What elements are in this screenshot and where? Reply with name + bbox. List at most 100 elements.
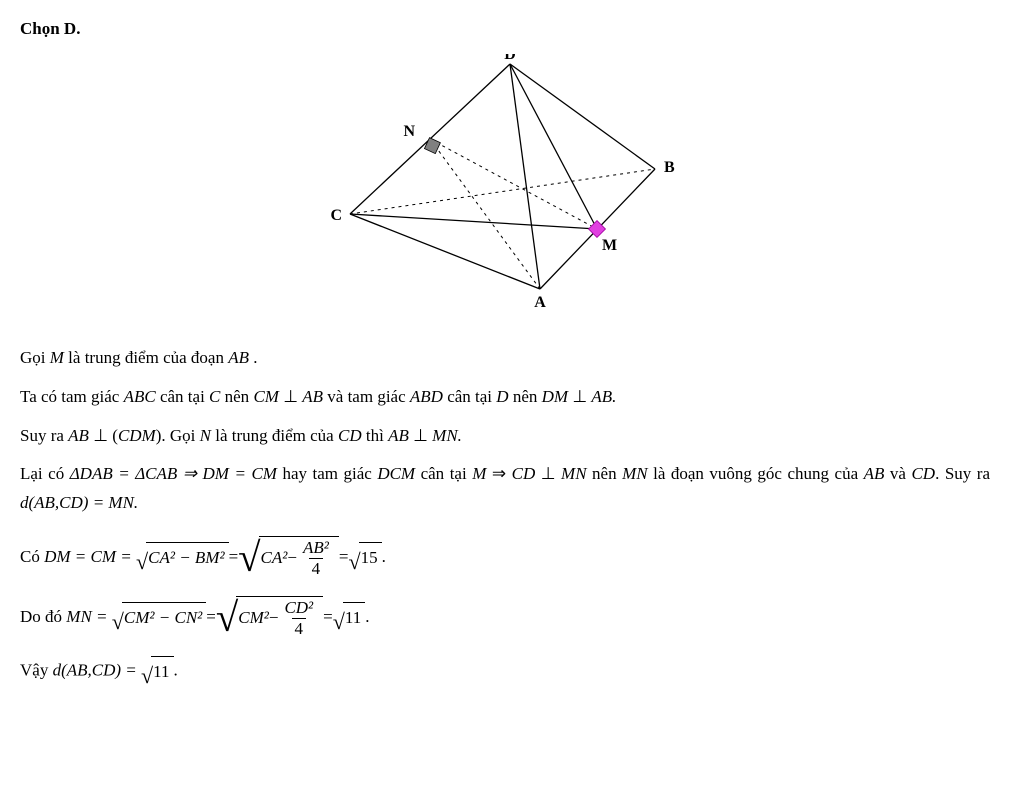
lhs: MN = — [66, 603, 107, 632]
radicand: CM² − CN² — [124, 604, 202, 633]
perp: ⊥ — [279, 387, 302, 406]
var: MN — [561, 464, 587, 483]
var: MN. — [432, 426, 462, 445]
var: CD — [911, 464, 935, 483]
result: 15 — [361, 544, 378, 573]
sqrt-3: √ 11 — [333, 602, 366, 633]
var: M — [472, 464, 486, 483]
text: Gọi — [20, 348, 50, 367]
text: là trung điểm của đoạn — [64, 348, 228, 367]
perp: ⊥ — [535, 464, 561, 483]
dot: . — [365, 603, 369, 632]
var: CDM — [118, 426, 156, 445]
text: Lại có — [20, 464, 70, 483]
minus: − — [269, 604, 279, 633]
fraction: AB² 4 — [300, 538, 332, 578]
text: Có — [20, 543, 40, 572]
var: MN — [622, 464, 648, 483]
var: CM — [253, 387, 279, 406]
var: d — [53, 661, 62, 680]
var: AB — [302, 387, 323, 406]
sqrt-1: √ CM² − CN² — [112, 602, 206, 633]
text: là đoạn vuông góc chung của — [648, 464, 864, 483]
eq: = — [339, 543, 349, 572]
text: . — [249, 348, 258, 367]
equation-mn: Do đó MN = √ CM² − CN² = √ CM² − CD² 4 =… — [20, 596, 990, 638]
var: d — [20, 493, 29, 512]
para-conclusion: Vậy d(AB,CD) = √ 11 . — [20, 656, 990, 687]
para-1: Gọi M là trung điểm của đoạn AB . — [20, 344, 990, 373]
var: ABC — [124, 387, 156, 406]
sqrt-2: √ CA² − AB² 4 — [238, 536, 339, 578]
text: Gọi — [170, 426, 200, 445]
text: nên — [587, 464, 623, 483]
arr: ⇒ — [486, 464, 511, 483]
para-2: Ta có tam giác ABC cân tại C nên CM ⊥ AB… — [20, 383, 990, 412]
text: hay tam giác — [277, 464, 377, 483]
var-ab: AB — [228, 348, 249, 367]
lhs: DM = CM = — [44, 543, 132, 572]
para-3: Suy ra AB ⊥ (CDM). Gọi N là trung điểm c… — [20, 422, 990, 451]
text: nên — [509, 387, 542, 406]
var: AB — [388, 426, 409, 445]
dot: . — [174, 661, 178, 680]
denominator: 4 — [292, 618, 307, 639]
result: 11 — [153, 658, 169, 687]
text: Suy ra — [20, 426, 68, 445]
text: Do đó — [20, 603, 62, 632]
text: Vậy — [20, 661, 53, 680]
eq: = — [206, 603, 216, 632]
perp: ⊥ ( — [89, 426, 118, 445]
text: ). — [156, 426, 170, 445]
label-a: A — [534, 294, 546, 311]
text: cân tại — [443, 387, 496, 406]
text: Ta có tam giác — [20, 387, 124, 406]
sqrt-1: √ CA² − BM² — [136, 542, 229, 573]
radical-icon: √ — [238, 538, 260, 579]
eq: = — [323, 603, 333, 632]
label-d: D — [504, 54, 516, 63]
text: cân tại — [415, 464, 472, 483]
var: CD — [512, 464, 536, 483]
result: 11 — [345, 604, 361, 633]
args: (AB,CD) = — [61, 661, 141, 680]
var: D — [496, 387, 508, 406]
term: CM² — [238, 604, 269, 633]
text: và tam giác — [323, 387, 410, 406]
para-4: Lại có ΔDAB = ΔCAB ⇒ DM = CM hay tam giá… — [20, 460, 990, 518]
var: AB — [68, 426, 89, 445]
label-b: B — [664, 159, 675, 176]
sqrt-final: √ 11 — [141, 656, 174, 687]
numerator: CD² — [281, 598, 316, 618]
text: và — [884, 464, 911, 483]
var: AB. — [591, 387, 616, 406]
text: nên — [220, 387, 253, 406]
args: (AB,CD) = MN. — [29, 493, 139, 512]
label-m: M — [602, 237, 617, 254]
eq: ΔDAB = ΔCAB ⇒ DM = CM — [70, 464, 277, 483]
var: DM — [542, 387, 568, 406]
answer-heading: Chọn D. — [20, 15, 990, 44]
var: AB — [864, 464, 885, 483]
perp: ⊥ — [568, 387, 591, 406]
eq: = — [229, 543, 239, 572]
var: CD — [338, 426, 362, 445]
var-m: M — [50, 348, 64, 367]
dot: . — [382, 543, 386, 572]
text: thì — [362, 426, 388, 445]
perp: ⊥ — [409, 426, 432, 445]
sqrt-2: √ CM² − CD² 4 — [216, 596, 323, 638]
text: . Suy ra — [935, 464, 990, 483]
denominator: 4 — [309, 558, 324, 579]
var: N — [200, 426, 211, 445]
radicand: CA² − BM² — [148, 544, 224, 573]
text: cân tại — [156, 387, 209, 406]
radical-icon: √ — [216, 598, 238, 639]
var: ABD — [410, 387, 443, 406]
sqrt-3: √ 15 — [348, 542, 381, 573]
numerator: AB² — [300, 538, 332, 558]
tetrahedron-figure: D N B C M A — [20, 54, 990, 324]
var: DCM — [377, 464, 415, 483]
label-n: N — [403, 123, 415, 140]
term: CA² — [261, 544, 288, 573]
